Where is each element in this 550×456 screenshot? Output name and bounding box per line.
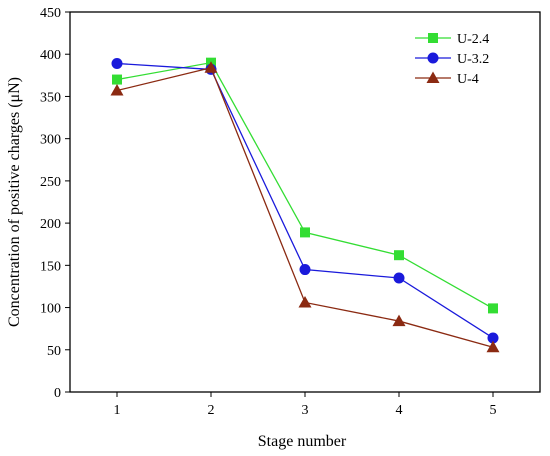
x-tick-label: 2	[208, 403, 215, 418]
y-tick-label: 0	[54, 386, 61, 401]
plot-frame	[69, 11, 541, 393]
y-tick-label: 300	[40, 133, 61, 148]
y-tick-label: 400	[40, 48, 61, 63]
data-point	[204, 61, 218, 73]
legend-item: U-2.4	[415, 32, 489, 47]
legend-marker	[426, 71, 440, 83]
legend: U-2.4 U-3.2 U-4	[415, 32, 489, 87]
legend-label: U-3.2	[457, 52, 489, 67]
legend-marker	[427, 52, 439, 64]
y-tick-label: 450	[40, 6, 61, 21]
x-tick-label: 3	[302, 403, 309, 418]
legend-marker	[428, 33, 438, 43]
x-axis-title: Stage number	[258, 433, 347, 450]
legend-label: U-2.4	[457, 32, 489, 47]
data-point	[110, 84, 124, 96]
data-point	[111, 58, 123, 70]
data-point	[300, 227, 310, 238]
legend-label: U-4	[457, 72, 479, 87]
series-u-4	[110, 61, 500, 353]
y-axis-title: Concentration of positive charges (μN)	[6, 77, 23, 327]
data-point	[393, 272, 405, 284]
x-tick-label: 4	[396, 403, 403, 418]
y-axis-ticks: 0 50 100 150 200 250 300 350 400 450	[40, 6, 70, 401]
x-axis-ticks: 1 2 3 4 5	[114, 392, 497, 418]
y-tick-label: 350	[40, 90, 61, 105]
y-tick-label: 250	[40, 175, 61, 190]
data-point	[488, 303, 498, 314]
data-point	[392, 314, 406, 327]
data-point	[487, 332, 499, 344]
legend-item: U-4	[415, 71, 479, 87]
plot-border	[69, 11, 541, 393]
data-point	[486, 340, 500, 353]
y-tick-label: 200	[40, 217, 61, 232]
data-point	[112, 74, 122, 85]
legend-item: U-3.2	[415, 52, 489, 67]
series-layer	[110, 57, 500, 353]
x-tick-label: 5	[490, 403, 497, 418]
y-tick-label: 150	[40, 259, 61, 274]
y-tick-label: 50	[47, 344, 61, 359]
x-tick-label: 1	[114, 403, 121, 418]
data-point	[299, 264, 311, 276]
data-point	[298, 295, 312, 308]
data-point	[394, 250, 404, 261]
y-tick-label: 100	[40, 302, 61, 317]
